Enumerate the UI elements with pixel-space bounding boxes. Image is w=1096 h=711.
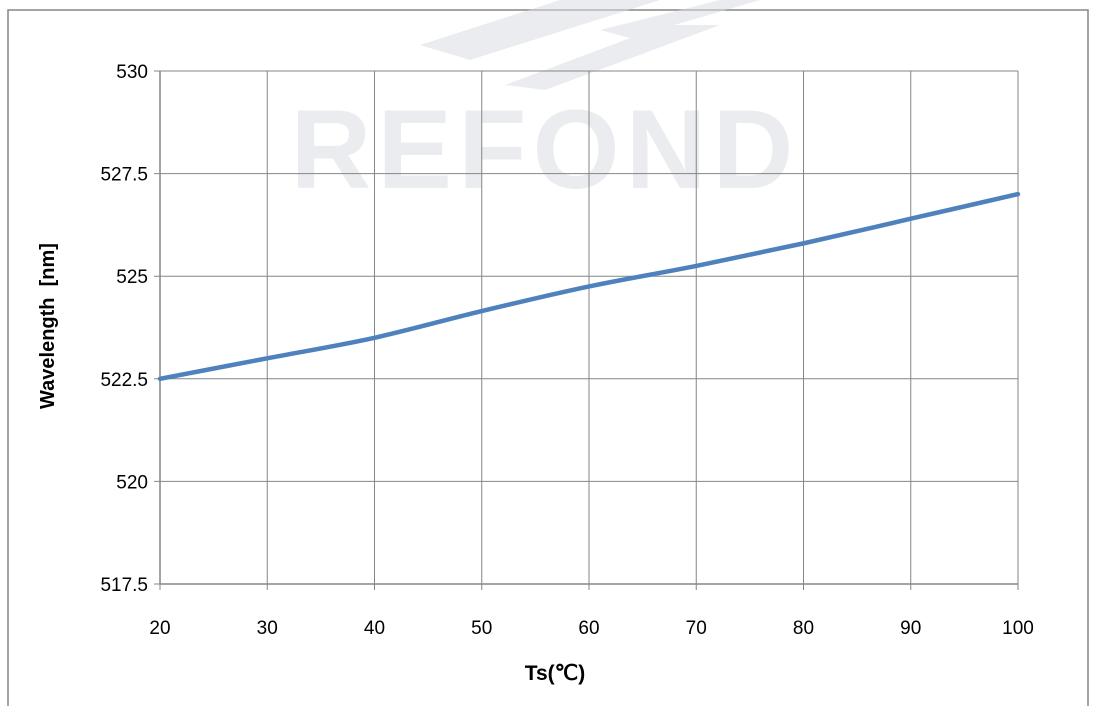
x-tick-label: 60 — [578, 618, 599, 639]
y-tick-label: 530 — [116, 62, 148, 83]
y-tick-label: 522.5 — [100, 370, 148, 391]
x-tick-label: 20 — [149, 618, 170, 639]
x-tick-label: 90 — [900, 618, 921, 639]
series-layer — [157, 191, 1021, 382]
grid-layer — [154, 70, 1019, 590]
x-tick-label: 70 — [686, 618, 707, 639]
x-tick-label: 40 — [364, 618, 385, 639]
chart-frame — [7, 9, 1089, 711]
x-tick-label: 100 — [1002, 618, 1034, 639]
y-axis-label: Wavelength [nm] — [37, 243, 59, 409]
x-tick-label: 50 — [471, 618, 492, 639]
x-tick-label: 80 — [793, 618, 814, 639]
x-axis-label: Ts(℃) — [525, 662, 586, 685]
series-line-0 — [157, 191, 1021, 382]
y-tick-label: 517.5 — [100, 575, 148, 596]
y-tick-label: 527.5 — [100, 165, 148, 186]
y-tick-label: 520 — [116, 472, 148, 493]
x-tick-label: 30 — [257, 618, 278, 639]
watermark-text: REFOND — [291, 87, 800, 212]
tick-labels: 517.5 520 522.5 525 527.5 530 20 30 40 50 60 70 80 90… — [100, 62, 1033, 639]
y-tick-label: 525 — [116, 267, 148, 288]
